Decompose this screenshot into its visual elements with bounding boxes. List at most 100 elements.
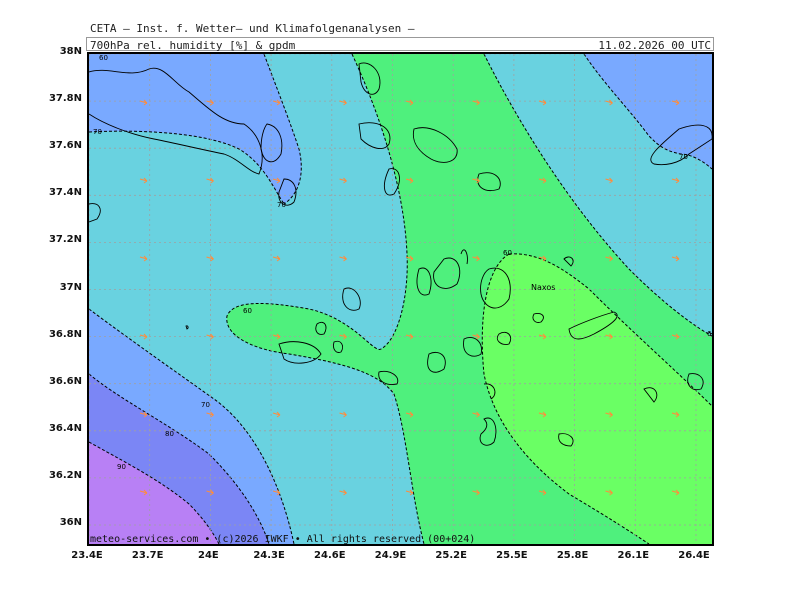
wind-arrow xyxy=(605,255,613,262)
wind-arrow xyxy=(671,99,680,106)
wind-arrow xyxy=(472,177,480,184)
lat-tick-label: 36.6N xyxy=(48,375,82,387)
lon-tick-label: 24.9E xyxy=(374,550,407,561)
contour-label-3: 70 xyxy=(679,153,688,161)
wind-arrow xyxy=(605,489,613,496)
wind-arrow xyxy=(139,489,148,496)
lon-tick-label: 26.4E xyxy=(678,550,710,561)
wind-arrow xyxy=(405,411,414,418)
wind-arrow xyxy=(272,177,281,184)
contour-label-8: 80 xyxy=(165,430,174,438)
contour-label-5: 60 xyxy=(503,249,512,257)
rh-band-90-up xyxy=(89,442,219,544)
wind-arrow xyxy=(405,99,414,106)
wind-arrow xyxy=(671,177,680,184)
subtitle-bar xyxy=(86,37,714,51)
wind-arrow xyxy=(472,333,480,340)
wind-arrow xyxy=(139,99,148,106)
wind-arrow xyxy=(339,411,347,418)
wind-arrow xyxy=(272,255,281,262)
wind-arrow xyxy=(671,489,680,496)
wind-arrow xyxy=(206,255,214,262)
contour-label-6: 60 xyxy=(707,330,712,338)
wind-arrow xyxy=(139,255,148,262)
wind-arrow xyxy=(605,177,613,184)
rh-band-50-60 xyxy=(482,253,712,544)
rh-band-80-85-northeast xyxy=(584,54,712,169)
wind-arrow xyxy=(472,411,480,418)
contour-label-2: 70 xyxy=(277,201,286,209)
wind-arrow xyxy=(272,411,281,418)
lon-tick-label: 24.6E xyxy=(314,550,346,561)
wind-arrow xyxy=(272,333,281,340)
lat-tick-label: 38N xyxy=(59,46,82,57)
lon-tick-label: 26.1E xyxy=(617,550,650,561)
wind-arrow xyxy=(405,489,414,496)
wind-arrow xyxy=(206,411,214,418)
wind-arrow xyxy=(538,177,547,184)
wind-arrow xyxy=(339,333,347,340)
wind-arrow xyxy=(538,255,547,262)
lat-tick-label: 37.8N xyxy=(48,93,82,105)
wind-arrow xyxy=(272,489,281,496)
wind-arrow xyxy=(405,255,414,262)
wind-arrow xyxy=(472,489,480,496)
rh-band-80-85-northwest xyxy=(89,54,302,204)
wind-arrow xyxy=(538,411,547,418)
lon-tick-label: 23.4E xyxy=(71,550,103,561)
wind-arrow xyxy=(538,99,547,106)
contour-label-1: 70 xyxy=(93,128,102,136)
wind-arrow xyxy=(139,177,148,184)
wind-arrow xyxy=(206,333,214,340)
wind-arrow xyxy=(605,333,613,340)
wind-arrow xyxy=(272,99,281,106)
contour-label-4: 60 xyxy=(243,307,252,315)
chart-subtitle: 700hPa rel. humidity [%] & gpdm xyxy=(90,39,296,52)
contour-label-9: 90 xyxy=(117,463,126,471)
copyright-notice: meteo-services.com • (c)2026 IWKF • All … xyxy=(90,534,476,545)
wind-arrow xyxy=(206,99,214,106)
place-label-naxos: Naxos xyxy=(531,283,555,292)
contour-label-7: 70 xyxy=(201,401,210,409)
coastlines xyxy=(89,62,712,447)
lat-tick-label: 36.2N xyxy=(48,469,82,481)
wind-arrow xyxy=(671,333,680,340)
wind-arrow xyxy=(605,99,613,106)
lon-tick-label: 25.2E xyxy=(435,550,467,561)
wind-arrow xyxy=(339,99,347,106)
lat-tick-label: 37.6N xyxy=(48,140,82,152)
wind-arrow xyxy=(206,489,214,496)
wind-arrow xyxy=(605,411,613,418)
contour-label-group: 70 70 70 60 60 60 70 80 90 60 xyxy=(93,54,712,471)
lon-tick-label: 25.8E xyxy=(556,550,589,561)
wind-arrow xyxy=(339,489,347,496)
lon-tick-label: 24E xyxy=(198,550,219,561)
lat-tick-label: 36.4N xyxy=(48,422,82,434)
valid-time: 11.02.2026 00 UTC xyxy=(598,39,711,52)
lat-tick-label: 37N xyxy=(59,281,82,293)
wind-arrow xyxy=(671,411,680,418)
lat-tick-label: 37.2N xyxy=(48,234,82,246)
wind-arrow xyxy=(671,255,680,262)
lon-tick-label: 24.3E xyxy=(253,550,285,561)
wind-arrow xyxy=(538,333,547,340)
chart-title: CETA — Inst. f. Wetter— und Klimafolgena… xyxy=(90,22,415,35)
lat-lon-grid xyxy=(89,54,712,544)
wind-arrow xyxy=(405,177,414,184)
map-canvas: 70 70 70 60 60 60 70 80 90 60 Naxos xyxy=(89,54,712,544)
wind-arrow xyxy=(139,411,148,418)
wind-arrows xyxy=(139,99,680,496)
map-frame: 70 70 70 60 60 60 70 80 90 60 Naxos xyxy=(87,52,714,546)
wind-arrow xyxy=(472,99,480,106)
lon-tick-label: 25.5E xyxy=(496,550,528,561)
wind-arrow xyxy=(139,333,148,340)
wind-arrow xyxy=(538,489,547,496)
lat-tick-label: 37.4N xyxy=(48,187,82,199)
wind-arrow xyxy=(405,333,414,340)
lat-tick-label: 36.8N xyxy=(48,328,82,340)
wind-arrow xyxy=(206,177,214,184)
lon-tick-label: 23.7E xyxy=(131,550,164,561)
contour-label-10: 60 xyxy=(99,54,108,62)
lat-tick-label: 36N xyxy=(59,517,82,528)
wind-arrow xyxy=(472,255,480,262)
